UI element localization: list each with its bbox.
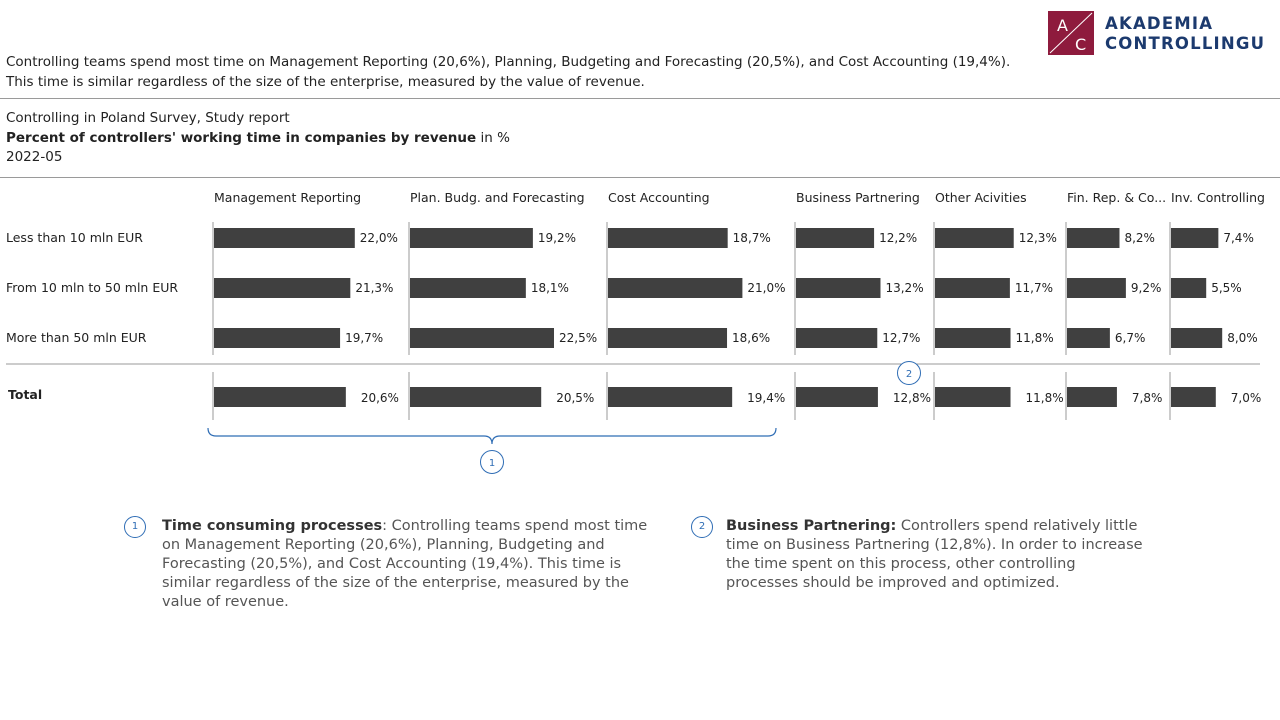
bar-total: [935, 387, 1011, 407]
bar: [410, 228, 533, 248]
data-label: 12,2%: [879, 231, 917, 245]
bar: [410, 278, 526, 298]
data-label: 12,7%: [882, 331, 920, 345]
data-label: 22,5%: [559, 331, 597, 345]
bar: [935, 278, 1010, 298]
note-2: Business Partnering: Controllers spend r…: [726, 517, 1146, 593]
bar-total: [608, 387, 733, 407]
note-2-text: Controllers spend relatively little time…: [726, 518, 1143, 591]
bar: [1171, 328, 1223, 348]
chart-title: Percent of controllers' working time in …: [6, 129, 510, 149]
note-1-marker: 1: [124, 516, 146, 538]
series-header: Cost Accounting: [608, 190, 710, 205]
series-header: Management Reporting: [214, 190, 361, 205]
note-2-marker: 2: [691, 516, 713, 538]
bar: [1171, 278, 1207, 298]
note-1-title: Time consuming processes: [162, 518, 383, 534]
note-2-title: Business Partnering:: [726, 518, 897, 534]
annotation-2-circle: [897, 361, 921, 385]
data-label: 8,0%: [1227, 331, 1258, 345]
data-label-total: 20,6%: [361, 391, 399, 405]
bar-total: [796, 387, 878, 407]
bar: [608, 328, 728, 348]
chart: Less than 10 mln EUR From 10 mln to 50 ml…: [6, 190, 1265, 474]
data-label-total: 12,8%: [893, 391, 931, 405]
bar: [1067, 328, 1110, 348]
data-label-total: 7,8%: [1132, 391, 1163, 405]
chart-meta: Controlling in Poland Survey, Study repo…: [6, 109, 510, 168]
row-label-total: Total: [8, 387, 42, 402]
chart-title-unit: in %: [476, 129, 510, 146]
bar: [935, 228, 1014, 248]
data-label: 18,7%: [733, 231, 771, 245]
series-header: Business Partnering: [796, 190, 920, 205]
bar: [796, 228, 875, 248]
row-label: Less than 10 mln EUR: [6, 230, 143, 245]
bar: [410, 328, 554, 348]
bar: [1171, 228, 1219, 248]
annotation-1-marker: 1: [489, 458, 495, 469]
meta-divider: [0, 177, 1280, 178]
series-header: Other Acivities: [935, 190, 1027, 205]
header-divider: [0, 98, 1280, 99]
headline-line-2: This time is similar regardless of the s…: [6, 74, 645, 90]
annotation-2-marker: 2: [906, 369, 912, 380]
data-label-total: 7,0%: [1231, 391, 1262, 405]
row-label: More than 50 mln EUR: [6, 330, 147, 345]
logo-mark-graphic: A C: [1049, 12, 1093, 54]
report-date: 2022-05: [6, 149, 63, 165]
bar: [796, 328, 878, 348]
series-header: Plan. Budg. and Forecasting: [410, 190, 585, 205]
bar-total: [214, 387, 346, 407]
series-header: Fin. Rep. & Co...: [1067, 190, 1166, 205]
data-label: 21,0%: [747, 281, 785, 295]
bar: [214, 278, 351, 298]
logo-line-1: AKADEMIA: [1105, 14, 1214, 33]
bar: [1067, 278, 1126, 298]
logo-letter-c: C: [1075, 35, 1086, 54]
data-label: 5,5%: [1211, 281, 1242, 295]
brace-annotation-1: [207, 427, 777, 445]
headline-line-1: Controlling teams spend most time on Man…: [6, 54, 1011, 70]
logo-letter-a: A: [1057, 16, 1068, 35]
data-label-total: 11,8%: [1026, 391, 1064, 405]
logo-mark: A C: [1048, 11, 1094, 55]
data-label: 18,1%: [531, 281, 569, 295]
data-label: 12,3%: [1019, 231, 1057, 245]
data-label: 9,2%: [1131, 281, 1162, 295]
bar: [608, 278, 743, 298]
bar: [214, 328, 341, 348]
logo-wordmark: AKADEMIA CONTROLLINGU: [1105, 14, 1265, 54]
bar-total: [1171, 387, 1216, 407]
note-1: Time consuming processes: Controlling te…: [162, 517, 662, 612]
data-label: 8,2%: [1124, 231, 1155, 245]
data-label: 11,8%: [1016, 331, 1054, 345]
logo-line-2: CONTROLLINGU: [1105, 34, 1266, 53]
row-label: From 10 mln to 50 mln EUR: [6, 280, 178, 295]
bar-total: [1067, 387, 1117, 407]
series-header: Inv. Controlling: [1171, 190, 1265, 205]
note-1-text: : Controlling teams spend most time on M…: [162, 518, 648, 610]
headline: Controlling teams spend most time on Man…: [6, 52, 1010, 92]
data-label: 18,6%: [732, 331, 770, 345]
bar: [608, 228, 728, 248]
chart-title-bold: Percent of controllers' working time in …: [6, 129, 477, 146]
bar: [796, 278, 881, 298]
data-label: 19,7%: [345, 331, 383, 345]
bar: [1067, 228, 1120, 248]
data-label: 21,3%: [355, 281, 393, 295]
bar: [214, 228, 355, 248]
bar-total: [410, 387, 542, 407]
annotation-1-circle: [480, 450, 504, 474]
source-label: Controlling in Poland Survey, Study repo…: [6, 110, 290, 126]
data-label-total: 19,4%: [747, 391, 785, 405]
data-label: 22,0%: [360, 231, 398, 245]
data-label: 19,2%: [538, 231, 576, 245]
data-label-total: 20,5%: [556, 391, 594, 405]
data-label: 13,2%: [885, 281, 923, 295]
data-label: 7,4%: [1223, 231, 1254, 245]
data-label: 11,7%: [1015, 281, 1053, 295]
data-label: 6,7%: [1115, 331, 1146, 345]
bar: [935, 328, 1011, 348]
